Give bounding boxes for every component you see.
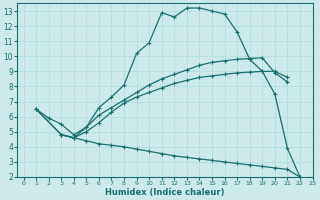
X-axis label: Humidex (Indice chaleur): Humidex (Indice chaleur)	[105, 188, 225, 197]
